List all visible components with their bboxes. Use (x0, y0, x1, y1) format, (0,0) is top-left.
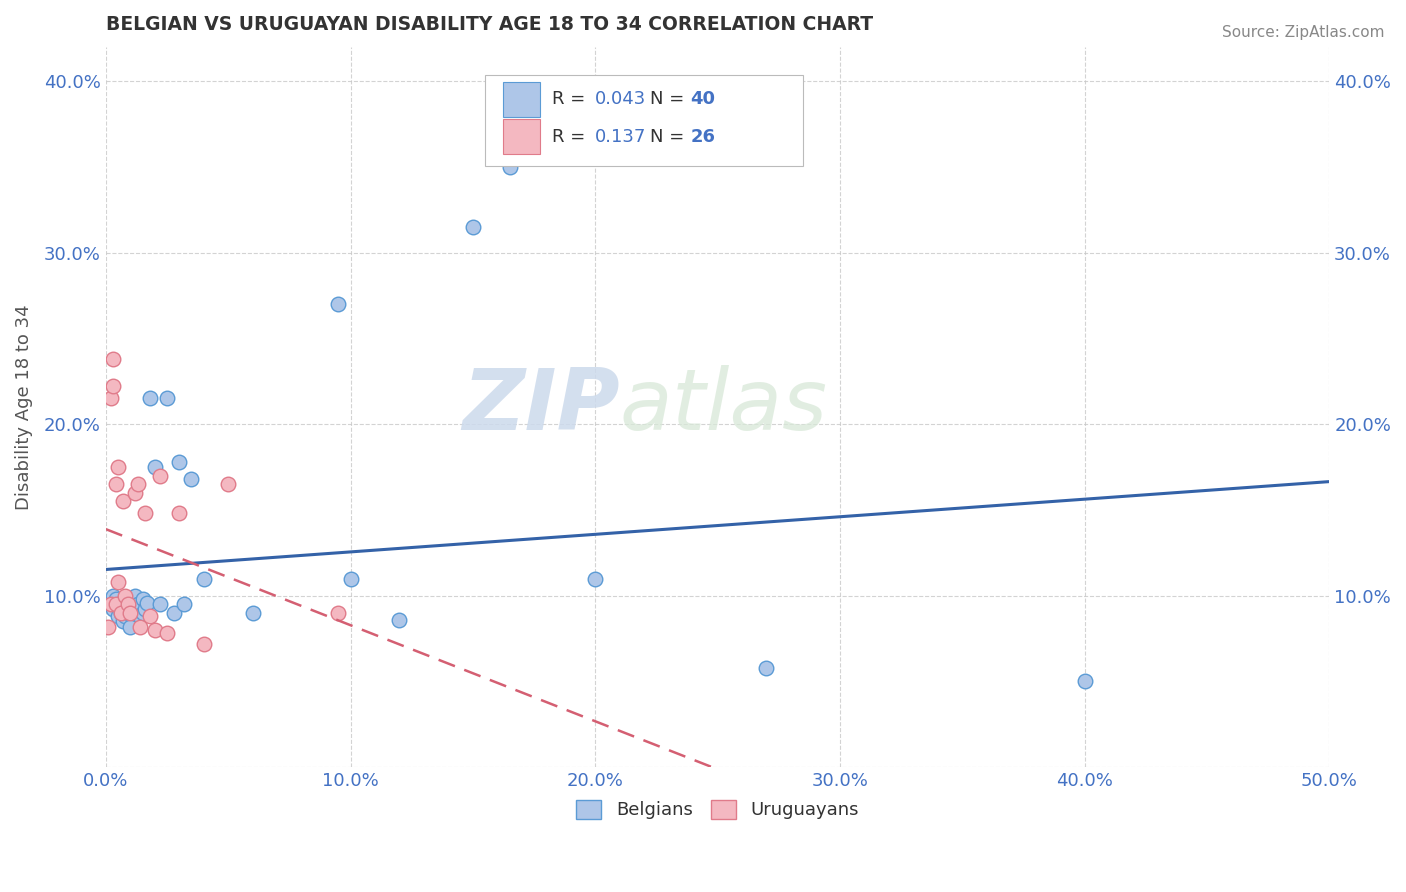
Point (180, 472, 202, 486)
Point (120, 597, 142, 611)
Point (100, 392, 122, 406)
Point (121, 602, 143, 616)
Text: 0.137: 0.137 (595, 128, 647, 145)
Point (149, 597, 172, 611)
Text: 40: 40 (690, 90, 716, 108)
Text: ZIP: ZIP (463, 366, 620, 449)
Text: N =: N = (650, 128, 690, 145)
Point (163, 606, 186, 620)
Point (103, 379, 125, 393)
Point (127, 477, 149, 491)
Point (124, 485, 146, 500)
FancyBboxPatch shape (485, 76, 803, 166)
Point (167, 455, 190, 469)
Point (217, 477, 239, 491)
Point (755, 661, 778, 675)
Point (107, 460, 129, 475)
Point (131, 606, 153, 620)
Point (129, 619, 152, 633)
Point (242, 606, 264, 620)
Point (498, 160, 520, 174)
Point (143, 623, 166, 637)
Y-axis label: Disability Age 18 to 34: Disability Age 18 to 34 (15, 304, 32, 509)
Point (461, 219, 484, 234)
Point (104, 592, 127, 607)
Point (1073, 674, 1095, 689)
Point (139, 392, 162, 406)
Point (173, 597, 195, 611)
Point (117, 597, 139, 611)
Text: 0.043: 0.043 (595, 90, 647, 108)
Point (110, 606, 132, 620)
Point (131, 592, 153, 607)
Point (139, 609, 162, 624)
Point (103, 602, 125, 616)
FancyBboxPatch shape (503, 82, 540, 117)
Text: R =: R = (553, 90, 592, 108)
Point (114, 609, 136, 624)
Point (110, 596, 132, 610)
Point (111, 615, 134, 629)
Point (124, 589, 146, 603)
Point (134, 506, 156, 520)
Point (193, 637, 215, 651)
Point (167, 506, 190, 520)
Point (103, 351, 125, 366)
Point (129, 609, 152, 624)
Point (111, 494, 134, 508)
Point (156, 392, 179, 406)
Point (328, 297, 350, 311)
Legend: Belgians, Uruguayans: Belgians, Uruguayans (569, 793, 866, 827)
Point (328, 606, 350, 620)
Text: R =: R = (553, 128, 592, 145)
Text: N =: N = (650, 90, 690, 108)
Point (120, 619, 142, 633)
Point (104, 477, 127, 491)
Point (149, 468, 172, 483)
Text: Source: ZipAtlas.com: Source: ZipAtlas.com (1222, 25, 1385, 40)
Point (97, 619, 120, 633)
Point (583, 572, 606, 586)
Point (127, 597, 149, 611)
Point (104, 597, 127, 611)
Point (193, 572, 215, 586)
Point (339, 572, 361, 586)
Point (100, 597, 122, 611)
Point (143, 460, 166, 475)
Point (103, 589, 125, 603)
Point (114, 589, 136, 603)
FancyBboxPatch shape (503, 120, 540, 154)
Text: 26: 26 (690, 128, 716, 145)
Point (120, 606, 142, 620)
Point (107, 574, 129, 589)
Point (388, 613, 411, 627)
Point (110, 606, 132, 620)
Point (100, 597, 122, 611)
Point (107, 609, 129, 624)
Point (156, 626, 179, 640)
Point (111, 602, 134, 616)
Point (136, 596, 159, 610)
Point (117, 606, 139, 620)
Point (134, 602, 156, 616)
Text: atlas: atlas (620, 366, 828, 449)
Text: BELGIAN VS URUGUAYAN DISABILITY AGE 18 TO 34 CORRELATION CHART: BELGIAN VS URUGUAYAN DISABILITY AGE 18 T… (105, 15, 873, 34)
Point (114, 597, 136, 611)
